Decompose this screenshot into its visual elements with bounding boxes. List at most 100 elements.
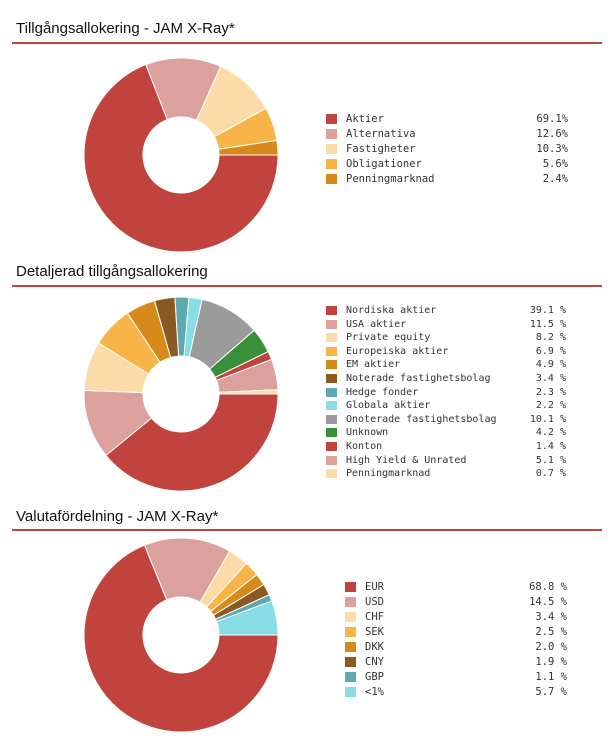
legend-label: Aktier	[346, 113, 384, 125]
legend-label: USA aktier	[346, 318, 407, 330]
chart-2-donut	[83, 296, 279, 492]
chart-1-slice-penningmarknad	[217, 139, 279, 156]
legend-swatch	[326, 428, 337, 438]
legend-value: 10.3%	[536, 143, 568, 155]
chart-1-donut	[83, 57, 279, 253]
chart-3-legend-item: CHF 3.4 %	[345, 610, 567, 625]
chart-1-divider	[12, 42, 602, 44]
legend-swatch	[345, 672, 356, 682]
legend-value: 4.9 %	[535, 359, 566, 371]
chart-2-legend-item: Nordiska aktier 39.1 %	[326, 304, 566, 318]
legend-value: 8.2 %	[535, 332, 566, 344]
chart-3-slice-1	[215, 600, 279, 636]
chart-2-legend-item: Europeiska aktier 6.9 %	[326, 345, 566, 359]
legend-label: Konton	[346, 440, 383, 452]
legend-label: <1%	[365, 686, 384, 698]
legend-swatch	[326, 469, 337, 479]
legend-swatch	[326, 360, 337, 370]
legend-value: 1.4 %	[535, 440, 566, 452]
legend-value: 14.5 %	[529, 596, 567, 608]
legend-value: 2.5 %	[535, 626, 567, 638]
legend-label: Globala aktier	[346, 400, 431, 412]
legend-swatch	[326, 319, 337, 329]
chart-2-legend-item: Unknown 4.2 %	[326, 426, 566, 440]
legend-label: CNY	[365, 656, 384, 668]
chart-2-legend-item: Noterade fastighetsbolag 3.4 %	[326, 372, 566, 386]
legend-label: EUR	[365, 581, 384, 593]
legend-value: 6.9 %	[535, 345, 566, 357]
legend-label: GBP	[365, 671, 384, 683]
chart-3-legend-item: EUR 68.8 %	[345, 580, 567, 595]
chart-1-legend-item: Alternativa 12.6%	[326, 127, 568, 142]
legend-value: 2.0 %	[535, 641, 567, 653]
legend-value: 2.4%	[542, 173, 568, 185]
chart-1-legend-item: Fastigheter 10.3%	[326, 142, 568, 157]
legend-label: Noterade fastighetsbolag	[346, 372, 491, 384]
legend-label: CHF	[365, 611, 384, 623]
legend-swatch	[345, 657, 356, 667]
chart-1-title: Tillgångsallokering - JAM X-Ray*	[16, 20, 235, 37]
legend-value: 39.1 %	[529, 305, 566, 316]
legend-label: Private equity	[346, 332, 431, 344]
legend-value: 3.4 %	[535, 611, 567, 623]
legend-value: 69.1%	[536, 113, 568, 125]
legend-label: Unknown	[346, 427, 389, 439]
legend-swatch	[326, 346, 337, 356]
legend-label: Europeiska aktier	[346, 345, 449, 357]
chart-1-legend: Aktier 69.1% Alternativa 12.6% Fastigheter 10…	[326, 112, 568, 187]
legend-swatch	[345, 627, 356, 637]
chart-2-divider	[12, 285, 602, 287]
chart-2-legend-item: Hedge fonder 2.3 %	[326, 386, 566, 400]
legend-value: 1.9 %	[535, 656, 567, 668]
chart-3-donut	[83, 537, 279, 733]
chart-2-slice-penningmarknad	[218, 389, 279, 395]
legend-value: 2.2 %	[535, 400, 566, 412]
chart-1-slice-aktier	[83, 63, 279, 253]
legend-swatch	[345, 687, 356, 697]
legend-label: Penningmarknad	[346, 173, 435, 185]
legend-value: 0.7 %	[535, 468, 566, 480]
legend-label: Alternativa	[346, 128, 416, 140]
legend-swatch	[326, 333, 337, 343]
legend-value: 12.6%	[536, 128, 568, 140]
legend-label: DKK	[365, 641, 384, 653]
legend-value: 5.7 %	[535, 686, 567, 698]
legend-value: 68.8 %	[529, 581, 567, 593]
legend-label: EM aktier	[346, 359, 401, 371]
legend-value: 2.3 %	[535, 386, 566, 398]
legend-swatch	[326, 414, 337, 424]
chart-2-slice-nordiska-aktier	[105, 393, 279, 492]
chart-2-legend-item: Konton 1.4 %	[326, 440, 566, 454]
chart-2-legend-item: EM aktier 4.9 %	[326, 358, 566, 372]
chart-3-legend-item: USD 14.5 %	[345, 595, 567, 610]
legend-swatch	[326, 174, 337, 184]
chart-2-legend-item: Globala aktier 2.2 %	[326, 399, 566, 413]
chart-3-legend-item: SEK 2.5 %	[345, 625, 567, 640]
legend-swatch	[345, 642, 356, 652]
legend-swatch	[326, 144, 337, 154]
chart-2-title: Detaljerad tillgångsallokering	[16, 263, 208, 280]
legend-swatch	[345, 582, 356, 592]
chart-2-legend-item: USA aktier 11.5 %	[326, 318, 566, 332]
chart-2-legend-item: High Yield & Unrated 5.1 %	[326, 454, 566, 468]
legend-swatch	[326, 401, 337, 411]
chart-3-legend-item: CNY 1.9 %	[345, 655, 567, 670]
chart-1-legend-item: Aktier 69.1%	[326, 112, 568, 127]
legend-swatch	[326, 129, 337, 139]
legend-value: 10.1 %	[529, 413, 566, 425]
chart-3-divider	[12, 529, 602, 531]
chart-1-legend-item: Penningmarknad 2.4%	[326, 172, 568, 187]
chart-2-legend-item: Private equity 8.2 %	[326, 331, 566, 345]
chart-3-slice-eur	[83, 544, 279, 733]
legend-swatch	[326, 373, 337, 383]
legend-value: 5.1 %	[535, 454, 566, 466]
chart-3-legend: EUR 68.8 % USD 14.5 % CHF 3.4 % SEK 2.5 % DKK 2.0…	[345, 580, 567, 700]
legend-label: High Yield & Unrated	[346, 454, 467, 466]
legend-swatch	[345, 597, 356, 607]
legend-value: 11.5 %	[529, 318, 566, 330]
chart-3-legend-item: <1% 5.7 %	[345, 685, 567, 700]
chart-3-title: Valutafördelning - JAM X-Ray*	[16, 508, 219, 525]
legend-label: SEK	[365, 626, 384, 638]
legend-swatch	[326, 114, 337, 124]
legend-label: Obligationer	[346, 158, 422, 170]
